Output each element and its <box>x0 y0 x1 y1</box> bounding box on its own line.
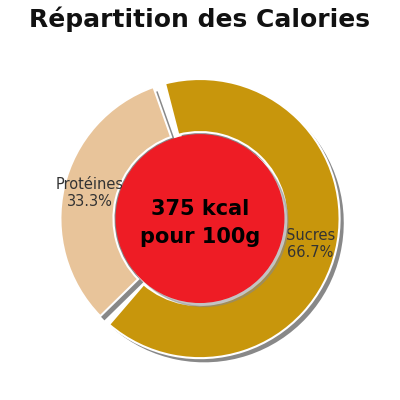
Wedge shape <box>109 79 340 358</box>
Text: pour 100g: pour 100g <box>140 227 260 247</box>
Text: 375 kcal: 375 kcal <box>151 199 249 219</box>
Circle shape <box>116 135 284 302</box>
Text: Sucres
66.7%: Sucres 66.7% <box>286 228 335 260</box>
Wedge shape <box>113 83 344 362</box>
Text: Protéines
33.3%: Protéines 33.3% <box>56 177 124 209</box>
Wedge shape <box>65 91 176 320</box>
Wedge shape <box>60 87 171 316</box>
Title: Répartition des Calories: Répartition des Calories <box>30 7 370 32</box>
Circle shape <box>120 139 288 306</box>
